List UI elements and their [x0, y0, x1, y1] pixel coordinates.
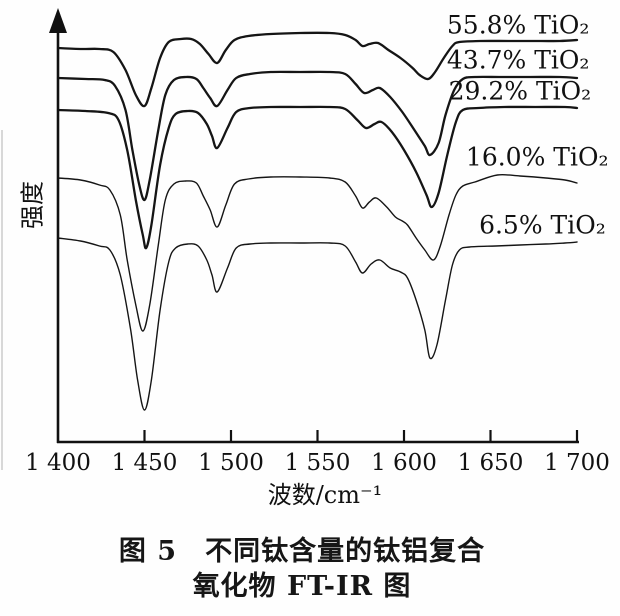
series-label-4: 6.5% TiO₂ [479, 211, 606, 240]
y-axis-arrow-icon [49, 8, 67, 33]
x-tick-label-1: 1 450 [112, 450, 178, 476]
figure-caption-line2: 氧化物 FT-IR 图 [192, 571, 412, 602]
series-label-2: 29.2% TiO₂ [449, 77, 592, 106]
spectrum-curve-0 [56, 31, 579, 108]
series-label-0: 55.8% TiO₂ [447, 11, 590, 40]
spectrum-curve-3 [57, 173, 578, 332]
x-tick-label-4: 1 600 [371, 450, 437, 476]
spectrum-curve-4 [57, 237, 578, 411]
figure-caption-line1: 图 5 不同钛含量的钛铝复合 [118, 536, 486, 567]
y-axis-label: 强度 [19, 181, 47, 229]
figure-caption: 图 5 不同钛含量的钛铝复合 氧化物 FT-IR 图 [0, 534, 604, 604]
spectrum-curve-1 [56, 70, 579, 202]
x-tick-label-3: 1 550 [285, 450, 351, 476]
series-label-1: 43.7% TiO₂ [447, 46, 590, 75]
x-tick-label-2: 1 500 [198, 450, 264, 476]
x-tick-label-5: 1 650 [458, 450, 524, 476]
x-tick-label-6: 1 700 [544, 450, 610, 476]
x-tick-label-0: 1 400 [25, 450, 91, 476]
spectrum-curve-2 [56, 105, 579, 250]
series-label-3: 16.0% TiO₂ [466, 143, 609, 172]
x-axis-label: 波数/cm⁻¹ [268, 481, 383, 509]
